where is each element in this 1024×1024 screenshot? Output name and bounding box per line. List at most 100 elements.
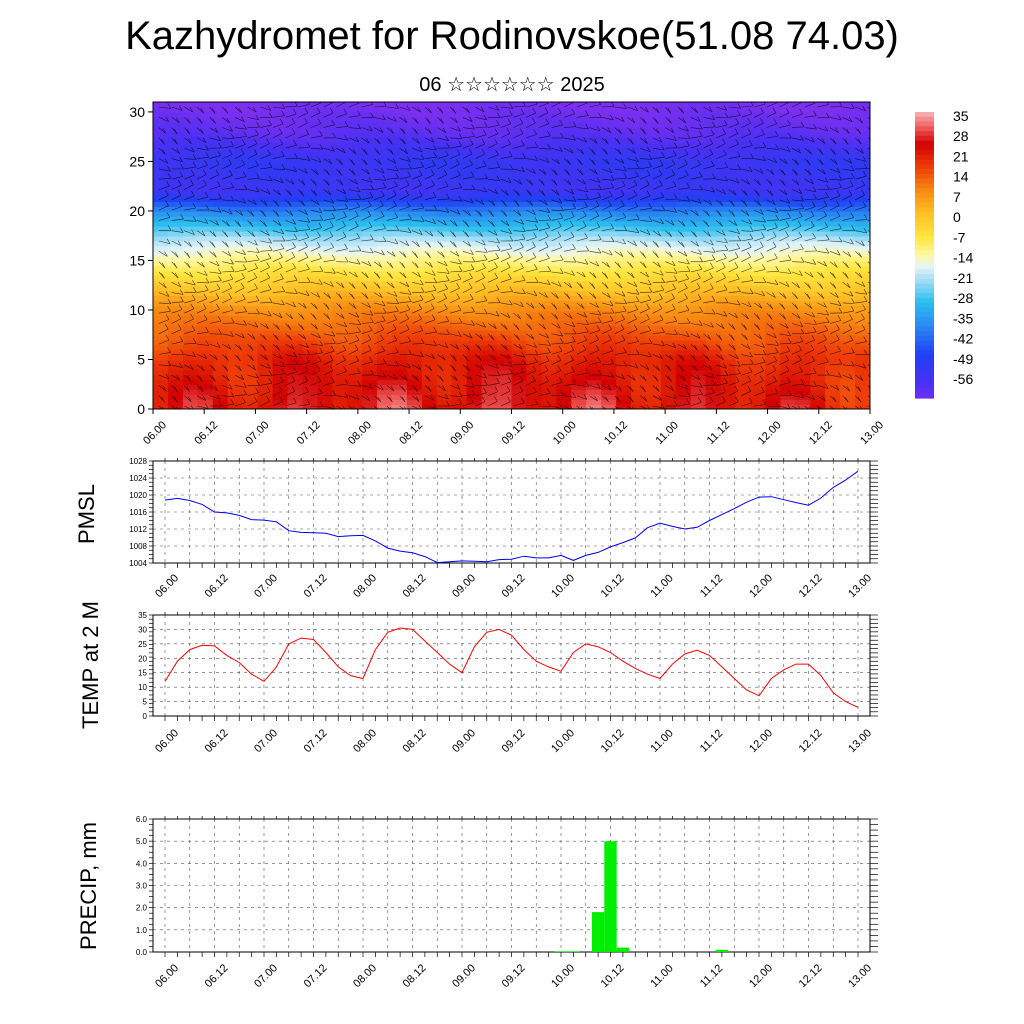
temp-cell (242, 116, 259, 123)
temp-cell (660, 329, 677, 336)
wind-barb-feather (585, 193, 589, 200)
temp-cell (257, 225, 274, 232)
temp-cell (317, 359, 333, 366)
wind-barb-feather (390, 149, 394, 155)
temp-cell (451, 225, 468, 232)
temp-cell (601, 265, 617, 272)
temp-cell (526, 196, 543, 202)
temp-cell (720, 111, 737, 118)
wind-barb-feather (382, 182, 387, 188)
temp-cell (571, 235, 587, 242)
temp-cell (705, 181, 722, 187)
temp-cell (197, 156, 214, 163)
temp-cell (362, 314, 378, 321)
temp-cell (810, 136, 826, 143)
temp-cell (765, 116, 782, 123)
wind-barb (310, 158, 322, 163)
temp-cell (481, 102, 498, 108)
wind-barb (310, 135, 323, 139)
temp-cell (406, 314, 423, 321)
wind-barb (336, 137, 348, 141)
temp-cell (451, 384, 468, 390)
temp-cell (840, 255, 856, 262)
temp-cell (302, 369, 319, 376)
wind-barb-feather (255, 254, 260, 261)
wind-barb-feather (280, 228, 285, 234)
temp-cell (421, 275, 438, 282)
wind-barb-feather (167, 103, 172, 109)
temp-cell (720, 364, 737, 371)
temp-cell (347, 126, 363, 133)
wind-barb-feather (300, 324, 305, 331)
wind-barb-feather (480, 106, 485, 113)
wind-barb (551, 102, 561, 108)
temp-cell (302, 240, 319, 247)
temp-cell (631, 141, 647, 148)
wind-barb (310, 258, 322, 262)
temp-cell (840, 305, 856, 311)
temp-cell (586, 300, 602, 306)
temp-cell (287, 334, 304, 341)
temp-cell (780, 196, 797, 202)
temp-cell (631, 394, 647, 400)
temp-cell (825, 379, 841, 386)
wind-barb (272, 248, 285, 252)
wind-barb-feather (267, 253, 272, 259)
temp-cell (317, 191, 333, 197)
temp-cell (212, 146, 229, 153)
wind-barb (513, 267, 524, 273)
temp-cell (526, 156, 543, 163)
temp-cell (795, 305, 811, 311)
temp-cell (421, 191, 438, 197)
temp-cell (257, 235, 274, 242)
temp-cell (645, 334, 662, 341)
temp-cell (616, 201, 632, 207)
wind-barb-feather (203, 179, 207, 186)
temp-cell (526, 319, 543, 326)
temp-cell (212, 374, 229, 381)
wind-barb-feather (340, 313, 345, 319)
wind-barb-feather (415, 376, 419, 382)
wind-barb-feather (193, 287, 197, 293)
temp-cell (511, 359, 528, 366)
wind-barb (500, 143, 511, 149)
temp-cell (556, 102, 572, 108)
temp-cell (302, 349, 319, 356)
temp-cell (197, 245, 214, 252)
temp-cell (750, 166, 767, 173)
temp-cell (840, 166, 856, 173)
temp-cell (556, 270, 572, 277)
wind-barb-feather (506, 385, 511, 392)
temp-cell (272, 334, 289, 341)
wind-barb-feather (519, 375, 524, 382)
temp-cell (616, 225, 632, 232)
temp-cell (810, 161, 826, 168)
wind-barb (424, 364, 432, 371)
wind-barb-feather (444, 180, 449, 187)
temp-cell (212, 176, 229, 183)
wind-barb (348, 323, 361, 325)
wind-barb (450, 220, 458, 227)
wind-barb-feather (243, 131, 247, 137)
wind-barb-feather (277, 220, 282, 226)
temp-cell (451, 220, 468, 227)
temp-cell (631, 181, 647, 187)
temp-cell (690, 369, 707, 376)
temp-cell (436, 265, 453, 272)
wind-barb-feather (417, 106, 421, 113)
temp-cell (377, 255, 393, 262)
wind-barb (386, 194, 397, 201)
temp-cell (526, 111, 543, 118)
temp-cell (257, 359, 274, 366)
wind-barb (399, 147, 408, 154)
wind-barb (488, 289, 500, 293)
wind-barb (488, 401, 498, 407)
temp-cell (167, 146, 184, 153)
wind-barb (386, 106, 399, 109)
temp-cell (705, 334, 722, 341)
wind-barb (488, 154, 499, 159)
temp-cell (436, 344, 453, 351)
wind-barb-feather (389, 407, 392, 409)
temp-cell (511, 210, 528, 217)
temp-cell (302, 389, 319, 395)
